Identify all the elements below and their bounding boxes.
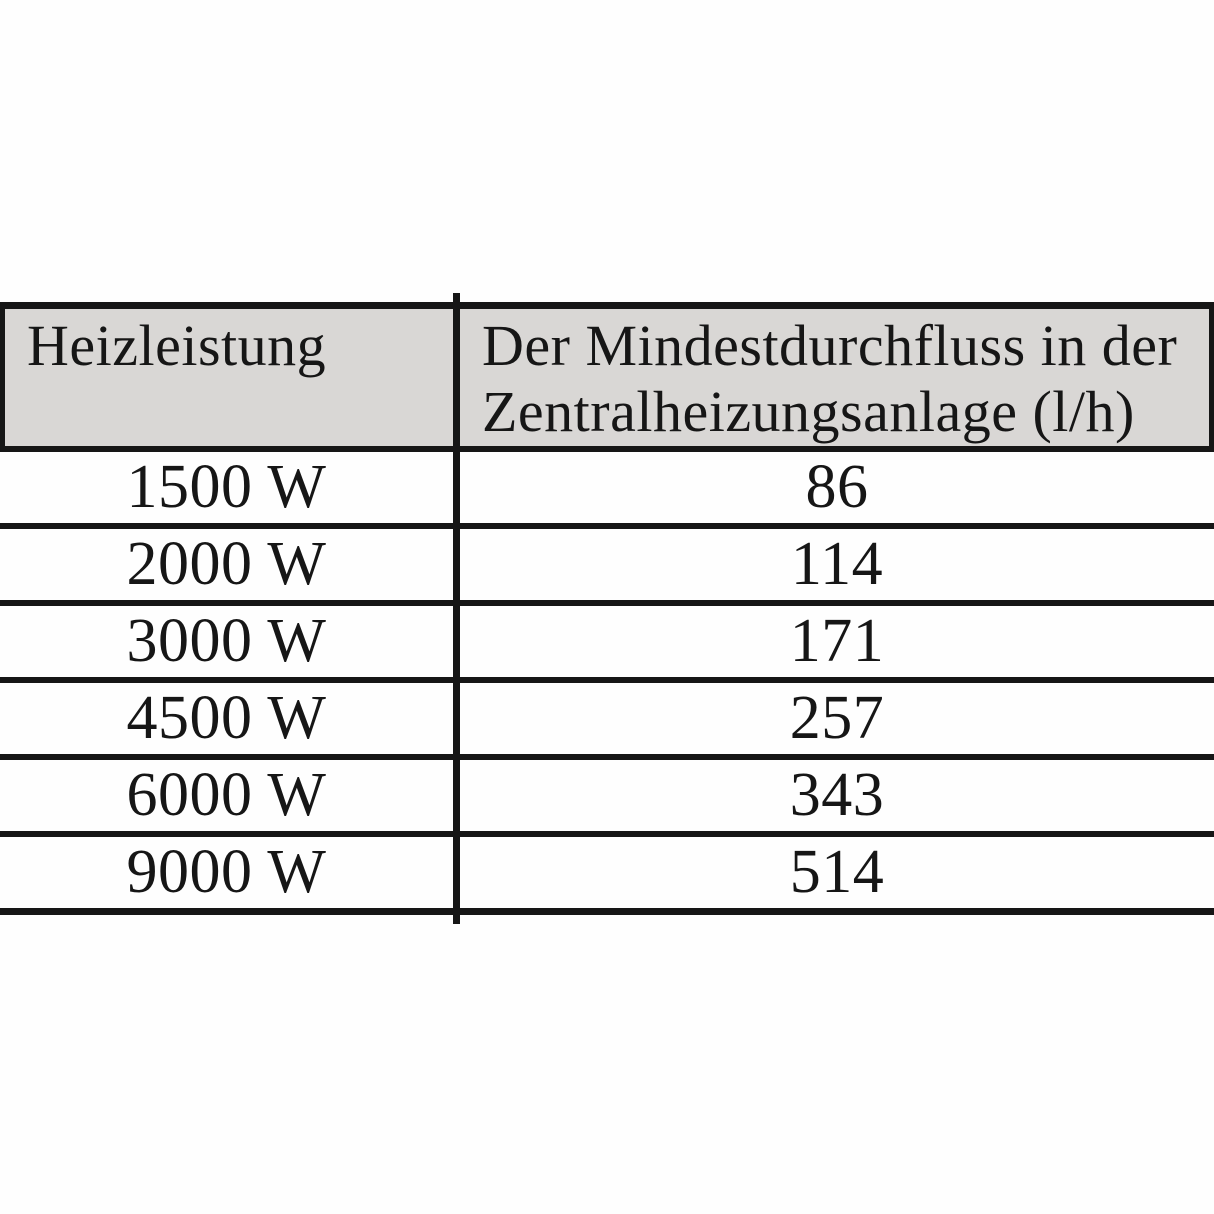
flow-cell: 257 <box>460 683 1214 760</box>
power-cell: 4500 W <box>0 683 460 760</box>
table-row: 1500 W 86 <box>0 452 1214 529</box>
power-cell: 3000 W <box>0 606 460 683</box>
table-row: 2000 W 114 <box>0 529 1214 606</box>
flow-cell: 114 <box>460 529 1214 606</box>
table-body: 1500 W 86 2000 W 114 3000 W 171 4500 W 2… <box>0 452 1214 908</box>
power-cell: 6000 W <box>0 760 460 837</box>
table-header: Heizleistung Der Mindestdurchfluss in de… <box>0 309 1214 452</box>
power-cell: 1500 W <box>0 452 460 529</box>
header-cell-heizleistung: Heizleistung <box>0 309 460 452</box>
power-cell: 9000 W <box>0 837 460 908</box>
table-row: 6000 W 343 <box>0 760 1214 837</box>
table-row: 4500 W 257 <box>0 683 1214 760</box>
flow-cell: 86 <box>460 452 1214 529</box>
flow-cell: 171 <box>460 606 1214 683</box>
min-flow-table-container: Heizleistung Der Mindestdurchfluss in de… <box>0 293 1214 924</box>
power-cell: 2000 W <box>0 529 460 606</box>
flow-cell: 514 <box>789 838 885 906</box>
heating-power-flow-table: Heizleistung Der Mindestdurchfluss in de… <box>0 302 1214 915</box>
header-row: Heizleistung Der Mindestdurchfluss in de… <box>0 309 1214 452</box>
table-row: 9000 W 514 <box>0 837 1214 908</box>
header-cell-mindestdurchfluss: Der Mindestdurchfluss in der Zentralheiz… <box>460 309 1214 452</box>
flow-cell: 343 <box>460 760 1214 837</box>
column-divider-line <box>453 293 460 924</box>
table-row: 3000 W 171 <box>0 606 1214 683</box>
